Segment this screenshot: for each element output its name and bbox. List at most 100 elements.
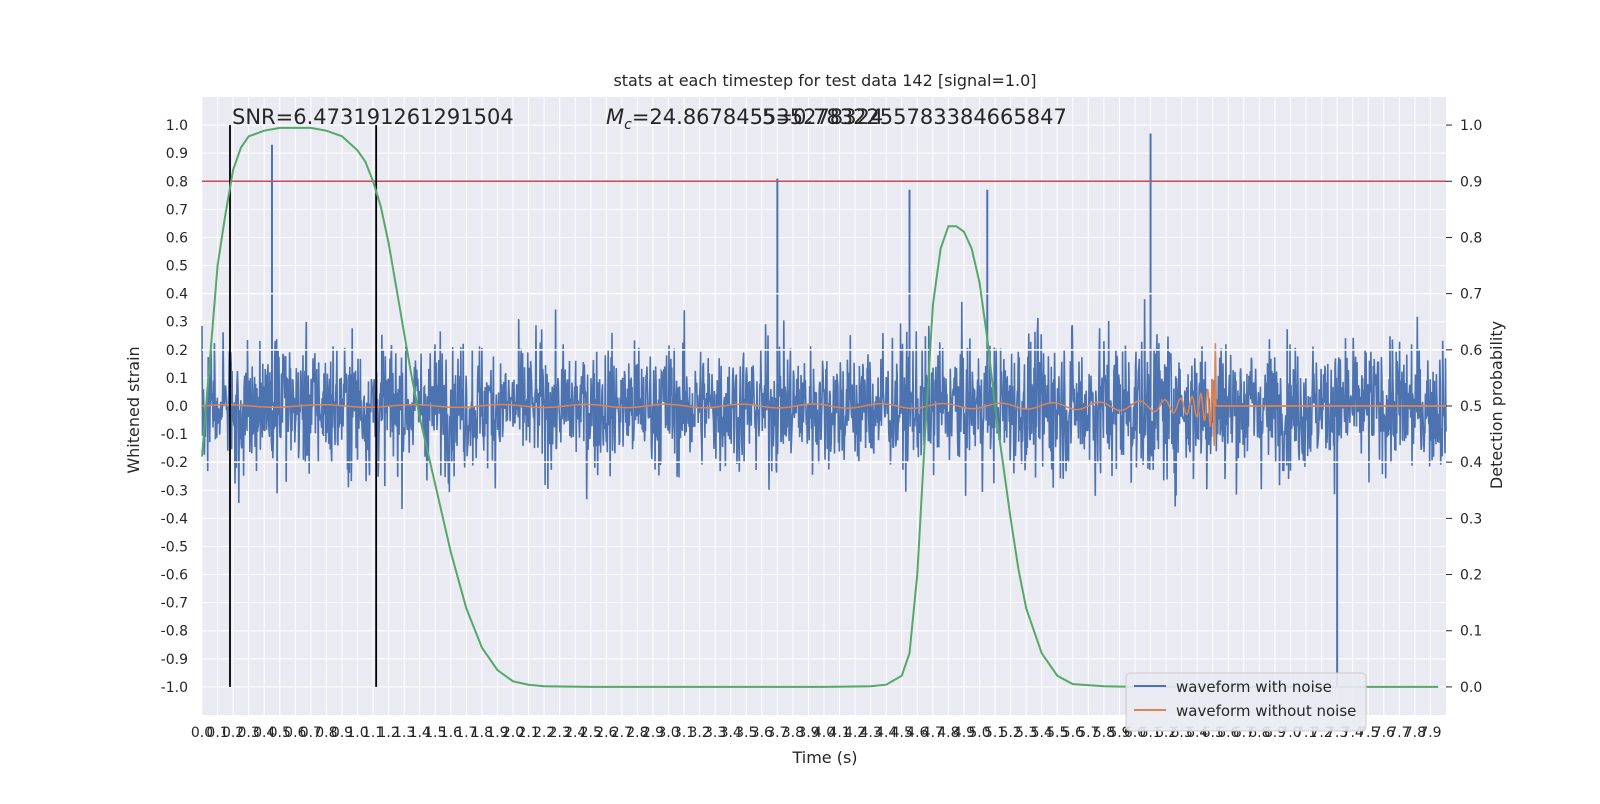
overlap-annotation: 5=0.7832255783384665847 — [762, 105, 1067, 129]
x-tick-label: 0.7 — [300, 725, 322, 741]
y-tick-label-left: 0.8 — [166, 174, 188, 190]
x-tick-label: 4.4 — [875, 725, 897, 741]
y-tick-label-right: 0.4 — [1460, 455, 1482, 471]
y-tick-label-right: 0.8 — [1460, 230, 1482, 246]
x-axis-label: Time (s) — [791, 748, 857, 767]
x-tick-label: 3.2 — [688, 725, 710, 741]
y-tick-label-right: 0.6 — [1460, 343, 1482, 359]
x-tick-label: 3.1 — [673, 725, 695, 741]
x-tick-label: 4.0 — [813, 725, 835, 741]
y-tick-label-left: -0.7 — [161, 596, 188, 612]
x-tick-label: 7.6 — [1373, 725, 1395, 741]
x-tick-label: 5.9 — [1108, 725, 1130, 741]
chirp-mass-subscript: c — [624, 117, 632, 133]
y-tick-label-left: -0.9 — [161, 652, 188, 668]
x-tick-label: 7.8 — [1404, 725, 1426, 741]
x-tick-label: 0.5 — [269, 725, 291, 741]
x-tick-label: 2.0 — [502, 725, 524, 741]
x-tick-label: 4.3 — [860, 725, 882, 741]
y-tick-label-left: -0.2 — [161, 455, 188, 471]
x-tick-label: 5.2 — [999, 725, 1021, 741]
legend: waveform with noise waveform without noi… — [1125, 672, 1367, 732]
x-tick-label: 7.7 — [1388, 725, 1410, 741]
x-tick-label: 5.4 — [1031, 725, 1053, 741]
x-tick-label: 5.6 — [1062, 725, 1084, 741]
legend-label-noise: waveform with noise — [1176, 678, 1332, 696]
x-tick-label: 3.4 — [720, 725, 742, 741]
x-tick-label: 4.1 — [828, 725, 850, 741]
x-tick-label: 2.7 — [611, 725, 633, 741]
x-tick-label: 1.3 — [393, 725, 415, 741]
x-tick-label: 0.9 — [331, 725, 353, 741]
x-tick-label: 0.1 — [206, 725, 228, 741]
x-tick-label: 1.2 — [377, 725, 399, 741]
chirp-mass-symbol: M — [606, 105, 624, 129]
chart-title: stats at each timestep for test data 142… — [613, 71, 1036, 90]
x-tick-label: 3.5 — [735, 725, 757, 741]
x-tick-label: 3.6 — [751, 725, 773, 741]
y-tick-label-left: 1.0 — [166, 118, 188, 134]
y-axis-label-left: Whitened strain — [124, 346, 143, 473]
y-tick-label-left: 0.3 — [166, 315, 188, 331]
x-tick-label: 5.8 — [1093, 725, 1115, 741]
legend-box — [1125, 672, 1367, 732]
chirp-mass-annotation: Mc=24.867845535278324 — [606, 105, 883, 133]
y-tick-label-right: 0.1 — [1460, 624, 1482, 640]
overlay-layer — [201, 125, 1446, 688]
x-tick-label: 0.4 — [253, 725, 275, 741]
y-tick-label-left: 0.9 — [166, 146, 188, 162]
y-tick-label-left: -0.1 — [161, 427, 188, 443]
y-tick-label-left: -0.4 — [161, 511, 188, 527]
y-tick-label-left: 0.6 — [166, 230, 188, 246]
x-tick-label: 2.3 — [549, 725, 571, 741]
x-tick-label: 4.8 — [937, 725, 959, 741]
x-tick-label: 1.1 — [362, 725, 384, 741]
x-tick-label: 3.8 — [782, 725, 804, 741]
x-tick-label: 4.5 — [891, 725, 913, 741]
detection-probability-line — [201, 126, 1439, 688]
x-tick-label: 4.2 — [844, 725, 866, 741]
y-tick-label-right: 1.0 — [1460, 118, 1482, 134]
y-tick-label-left: 0.2 — [166, 343, 188, 359]
x-tick-label: 2.5 — [580, 725, 602, 741]
y-tick-label-left: 0.0 — [166, 399, 188, 415]
x-tick-label: 0.3 — [238, 725, 260, 741]
y-tick-label-right: 0.5 — [1460, 399, 1482, 415]
x-tick-label: 0.2 — [222, 725, 244, 741]
snr-annotation: SNR=6.473191261291504 — [232, 105, 514, 129]
y-axis-label-right: Detection probability — [1487, 321, 1506, 489]
y-tick-label-left: -0.3 — [161, 483, 188, 499]
x-tick-label: 2.6 — [595, 725, 617, 741]
x-tick-label: 3.7 — [766, 725, 788, 741]
chirp-mass-value: =24.867845535278324 — [632, 105, 883, 129]
y-tick-label-right: 0.7 — [1460, 287, 1482, 303]
x-tick-label: 2.4 — [564, 725, 586, 741]
x-tick-label: 5.5 — [1046, 725, 1068, 741]
x-tick-label: 4.7 — [922, 725, 944, 741]
y-tick-label-left: -0.6 — [161, 568, 188, 584]
x-tick-label: 5.7 — [1077, 725, 1099, 741]
legend-label-clean: waveform without noise — [1176, 702, 1356, 720]
y-tick-label-left: 0.1 — [166, 371, 188, 387]
x-tick-label: 4.6 — [906, 725, 928, 741]
x-tick-label: 0.6 — [284, 725, 306, 741]
x-tick-label: 7.9 — [1419, 725, 1441, 741]
x-tick-label: 0.8 — [315, 725, 337, 741]
x-tick-label: 2.2 — [533, 725, 555, 741]
y-tick-label-right: 0.2 — [1460, 568, 1482, 584]
y-tick-label-right: 0.0 — [1460, 680, 1482, 696]
x-tick-label: 5.0 — [968, 725, 990, 741]
x-tick-label: 3.0 — [657, 725, 679, 741]
series-layer — [201, 133, 1447, 687]
x-tick-label: 0.0 — [191, 725, 213, 741]
x-tick-label: 4.9 — [953, 725, 975, 741]
x-tick-label: 1.5 — [424, 725, 446, 741]
y-tick-label-right: 0.9 — [1460, 174, 1482, 190]
x-tick-label: 3.3 — [704, 725, 726, 741]
x-tick-label: 2.9 — [642, 725, 664, 741]
y-tick-label-left: -1.0 — [161, 680, 188, 696]
y-tick-label-left: 0.4 — [166, 287, 188, 303]
x-tick-label: 2.1 — [517, 725, 539, 741]
x-tick-label: 1.7 — [455, 725, 477, 741]
x-tick-label: 1.4 — [409, 725, 431, 741]
